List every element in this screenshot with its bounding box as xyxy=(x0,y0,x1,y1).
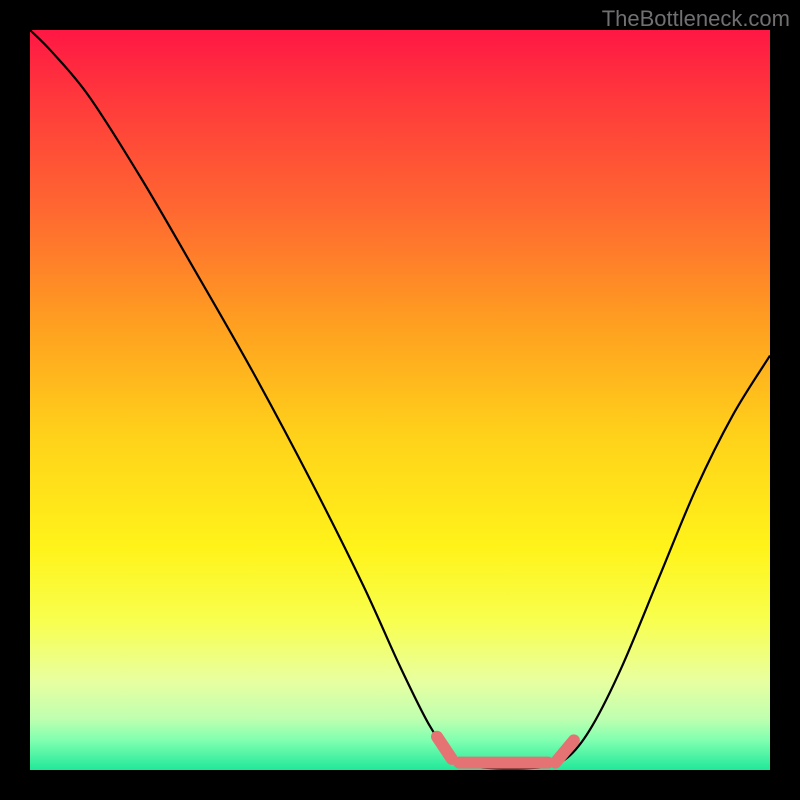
bottleneck-chart: TheBottleneck.com xyxy=(0,0,800,800)
watermark-text: TheBottleneck.com xyxy=(602,6,790,32)
chart-svg xyxy=(0,0,800,800)
